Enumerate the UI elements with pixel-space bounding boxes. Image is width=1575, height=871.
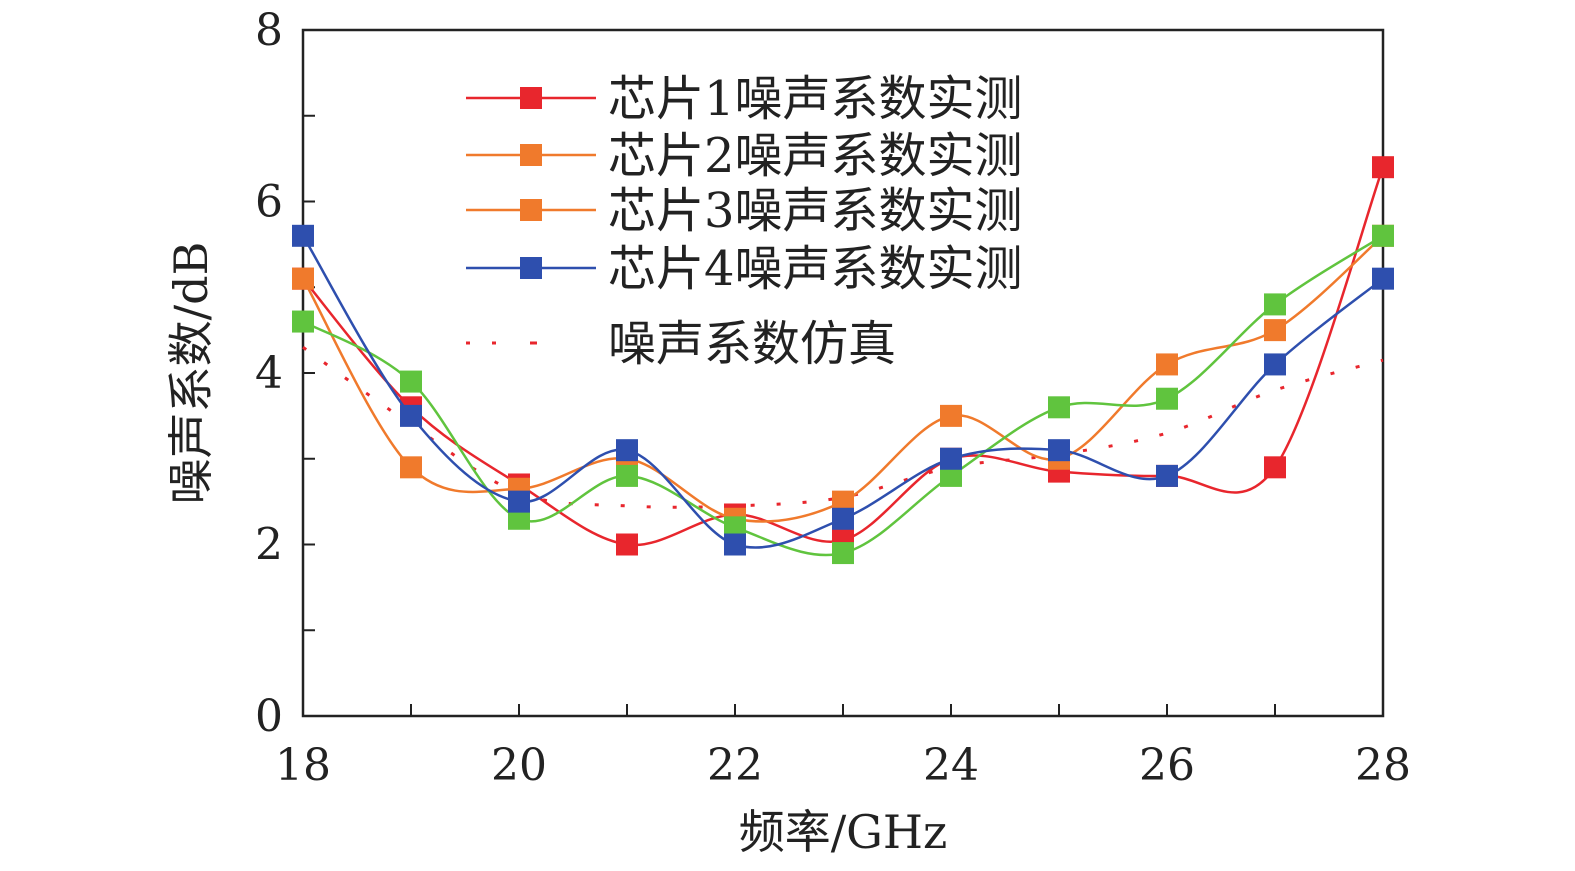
legend-marker-2 (520, 144, 542, 166)
series-2-point-19 (400, 456, 422, 479)
x-tick-label-22: 22 (707, 740, 763, 791)
series-4-point-22 (724, 533, 746, 556)
series-3-point-27 (1264, 293, 1286, 316)
y-tick-label-2: 2 (255, 520, 283, 571)
series-2-point-27 (1264, 319, 1286, 342)
series-3-point-21 (616, 464, 638, 487)
series-2-point-23 (832, 490, 854, 513)
series-4-point-21 (616, 439, 638, 462)
legend-label-2: 芯片2噪声系数实测 (608, 128, 1023, 184)
series-3-point-28 (1372, 224, 1394, 247)
series-4-point-26 (1156, 464, 1178, 487)
y-axis-label: 噪声系数/dB (164, 242, 218, 505)
x-tick-label-20: 20 (491, 740, 547, 791)
series-1-point-27 (1264, 456, 1286, 479)
series-1-point-28 (1372, 156, 1394, 179)
series-4-point-23 (832, 507, 854, 530)
series-4-point-20 (508, 490, 530, 513)
series-4-point-18 (292, 224, 314, 247)
x-axis-label: 频率/GHz (739, 805, 948, 859)
series-3-point-22 (724, 516, 746, 539)
y-tick-label-8: 8 (255, 5, 283, 56)
x-tick-label-28: 28 (1355, 740, 1411, 791)
x-tick-label-18: 18 (275, 740, 331, 791)
series-4-point-24 (940, 447, 962, 470)
series-3-point-18 (292, 310, 314, 333)
y-tick-label-4: 4 (255, 348, 283, 399)
legend-label-3: 芯片3噪声系数实测 (608, 183, 1023, 239)
series-1-line (302, 166, 1385, 547)
x-tick-label-24: 24 (923, 740, 979, 791)
legend: 芯片1噪声系数实测芯片2噪声系数实测芯片3噪声系数实测芯片4噪声系数实测噪声系数… (466, 71, 1023, 372)
legend-label-5: 噪声系数仿真 (608, 316, 896, 372)
legend-label-1: 芯片1噪声系数实测 (608, 71, 1023, 127)
legend-marker-4 (520, 257, 542, 279)
series-4-point-25 (1048, 439, 1070, 462)
series-3-point-19 (400, 370, 422, 393)
series-3-point-24 (940, 464, 962, 487)
series-3-point-25 (1048, 396, 1070, 419)
x-tick-label-26: 26 (1139, 740, 1195, 791)
series-3 (292, 224, 1394, 565)
series-3-point-23 (832, 542, 854, 565)
legend-marker-1 (520, 87, 542, 109)
series-4-point-28 (1372, 267, 1394, 290)
series-3-point-26 (1156, 387, 1178, 410)
series-1-point-21 (616, 533, 638, 556)
series-2-point-24 (940, 404, 962, 427)
legend-label-4: 芯片4噪声系数实测 (608, 241, 1023, 297)
series-2-point-26 (1156, 353, 1178, 376)
series-4-line (301, 235, 1384, 549)
y-tick-label-0: 0 (255, 691, 283, 742)
series-4-point-19 (400, 404, 422, 427)
series-4 (292, 224, 1394, 556)
series-3-point-20 (508, 507, 530, 530)
series-layer (292, 156, 1394, 565)
legend-marker-3 (520, 199, 542, 221)
series-4-point-27 (1264, 353, 1286, 376)
series-2-point-18 (292, 267, 314, 290)
y-tick-label-6: 6 (255, 177, 283, 228)
